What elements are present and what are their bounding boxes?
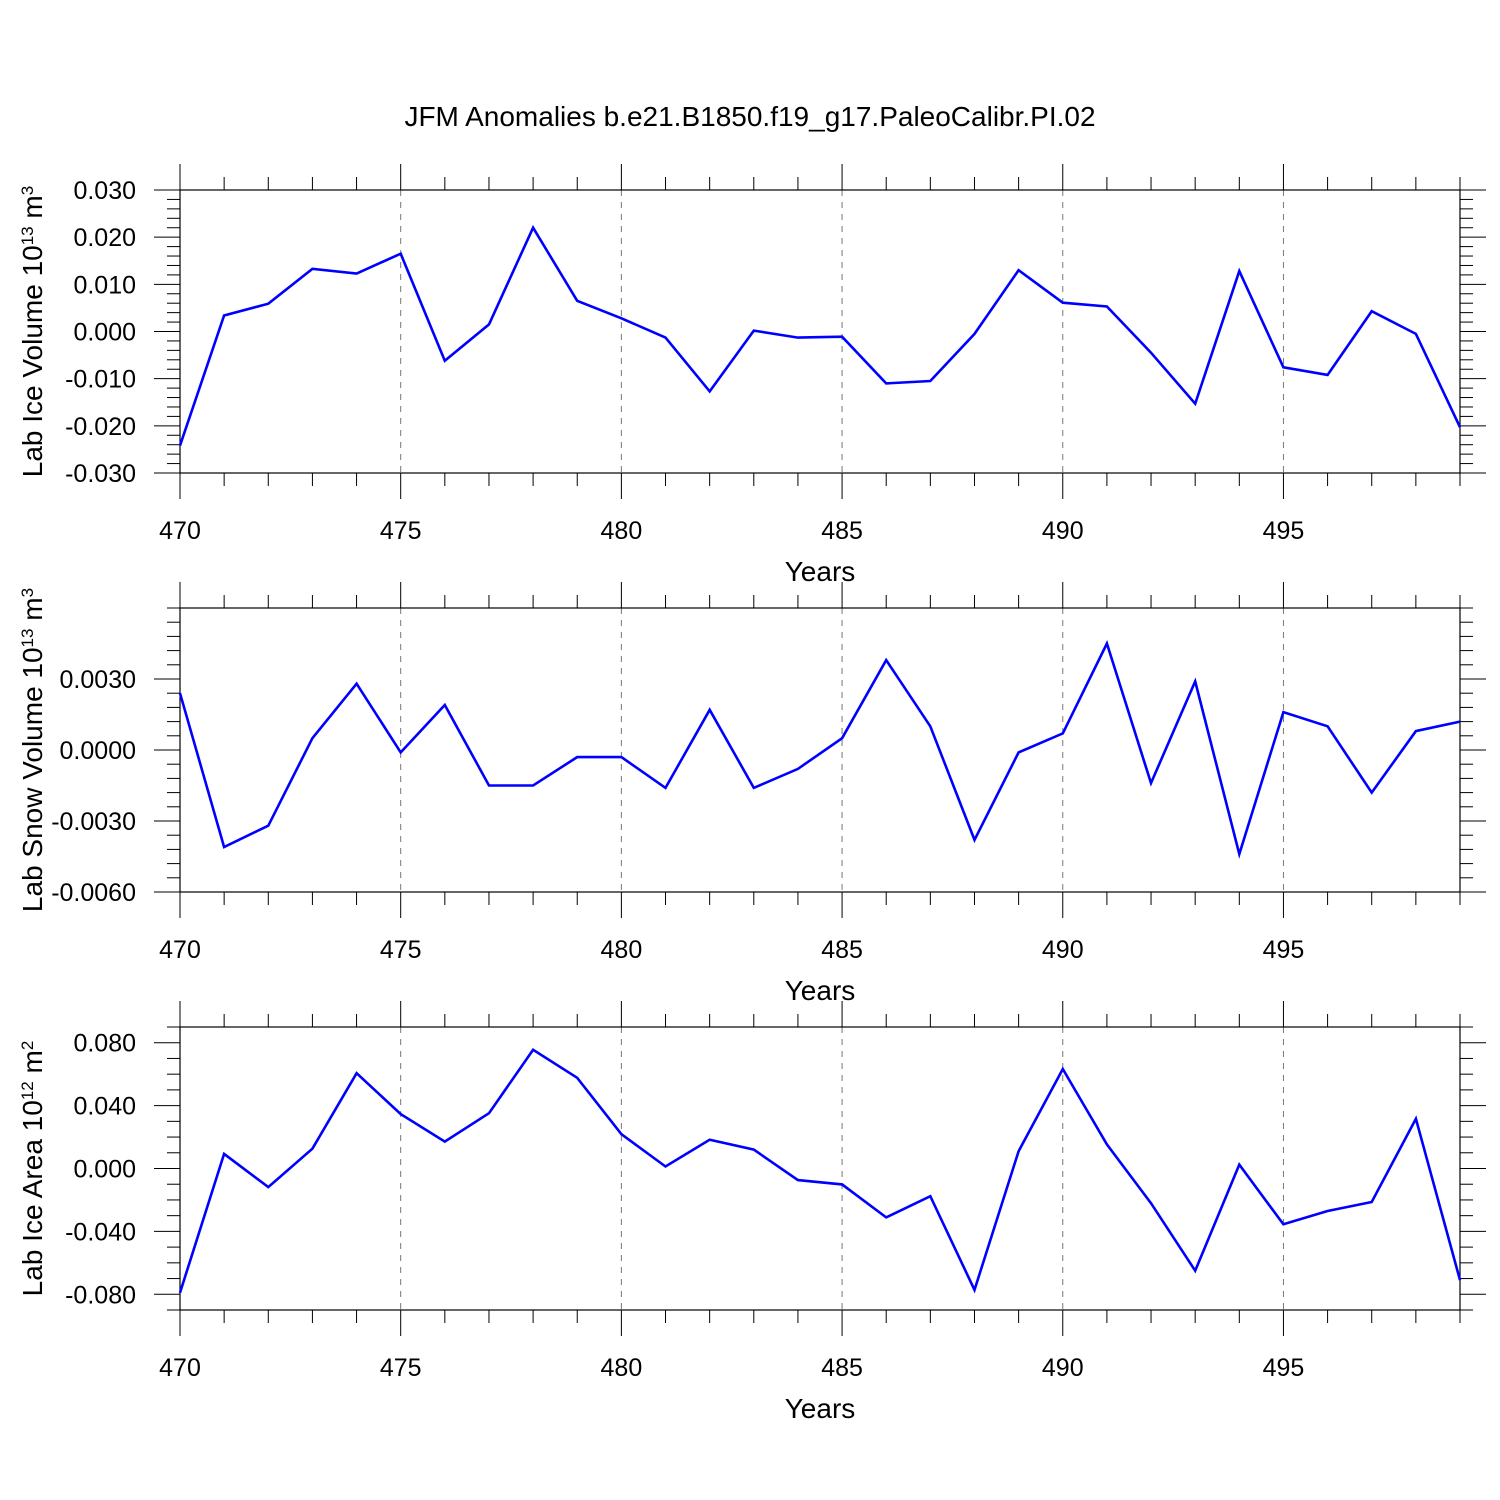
y-axis-label-text: m — [17, 195, 48, 226]
panel-3: -0.080 -0.040 0.000 0.040 0.080 470 475 480 485 4… — [17, 1001, 1486, 1424]
y-tick-label: -0.0060 — [51, 879, 136, 907]
y-tick-label: -0.030 — [65, 460, 136, 488]
y-tick-label: 0.000 — [73, 1156, 136, 1184]
y-axis-label-text: Lab Ice Area 10 — [17, 1100, 48, 1296]
panel-1: -0.030 -0.020 -0.010 0.000 0.010 0.020 0.030 47… — [17, 164, 1486, 587]
y-tick-label: -0.040 — [65, 1218, 136, 1246]
y-tick-label: 0.080 — [73, 1030, 136, 1058]
y-tick-label: -0.0030 — [51, 808, 136, 836]
y-tick-label: 0.040 — [73, 1093, 136, 1121]
y-tick-label: -0.080 — [65, 1281, 136, 1309]
y-tick-label: 0.0030 — [60, 666, 136, 694]
panel-2: -0.0060 -0.0030 0.0000 0.0030 470 475 480 485 49… — [17, 582, 1486, 1006]
x-axis-label: Years — [785, 975, 856, 1006]
y-axis-label-superscript: 13 — [18, 226, 37, 245]
x-tick-label: 490 — [1042, 1354, 1084, 1382]
y-axis-label-superscript: 2 — [18, 1041, 37, 1050]
x-tick-label: 470 — [159, 936, 201, 964]
x-axis-label: Years — [785, 556, 856, 587]
y-tick-label: 0.000 — [73, 319, 136, 347]
y-tick-label: 0.010 — [73, 271, 136, 299]
x-tick-label: 485 — [821, 517, 863, 545]
y-tick-label: -0.010 — [65, 366, 136, 394]
x-tick-label: 470 — [159, 517, 201, 545]
y-tick-label: 0.030 — [73, 177, 136, 205]
y-axis-label-text: Lab Snow Volume 10 — [17, 647, 48, 912]
x-axis-label: Years — [785, 1393, 856, 1424]
series-line — [178, 1048, 1462, 1294]
chart-title: JFM Anomalies b.e21.B1850.f19_g17.PaleoC… — [404, 101, 1095, 132]
y-tick-label: -0.020 — [65, 413, 136, 441]
x-tick-label: 475 — [380, 936, 422, 964]
y-axis-label-superscript: 12 — [18, 1081, 37, 1100]
x-tick-label: 470 — [159, 1354, 201, 1382]
x-tick-label: 485 — [821, 1354, 863, 1382]
plot-frame — [179, 1026, 1461, 1311]
y-axis-label: Lab Ice Volume 1013 m3 — [17, 186, 48, 477]
series-line — [178, 224, 1462, 447]
x-tick-label: 495 — [1263, 1354, 1305, 1382]
x-tick-label: 475 — [380, 517, 422, 545]
y-axis-label-text: Lab Ice Volume 10 — [17, 245, 48, 477]
y-axis-label: Lab Snow Volume 1013 m3 — [17, 588, 48, 912]
y-tick-label: 0.0000 — [60, 737, 136, 765]
series-line — [178, 640, 1461, 859]
x-tick-label: 480 — [601, 1354, 643, 1382]
y-axis-label-text: m — [17, 597, 48, 628]
y-axis-label-superscript: 13 — [18, 629, 37, 648]
x-tick-label: 485 — [821, 936, 863, 964]
x-tick-label: 495 — [1263, 936, 1305, 964]
x-tick-label: 475 — [380, 1354, 422, 1382]
x-tick-label: 495 — [1263, 517, 1305, 545]
y-axis-label-superscript: 3 — [18, 186, 37, 195]
y-axis-label-text: m — [17, 1050, 48, 1081]
x-tick-label: 490 — [1042, 517, 1084, 545]
x-tick-label: 480 — [601, 517, 643, 545]
y-axis-label: Lab Ice Area 1012 m2 — [17, 1041, 48, 1297]
y-tick-label: 0.020 — [73, 224, 136, 252]
x-tick-label: 490 — [1042, 936, 1084, 964]
y-axis-label-superscript: 3 — [18, 588, 37, 597]
plot-frame — [179, 607, 1461, 893]
x-tick-label: 480 — [601, 936, 643, 964]
